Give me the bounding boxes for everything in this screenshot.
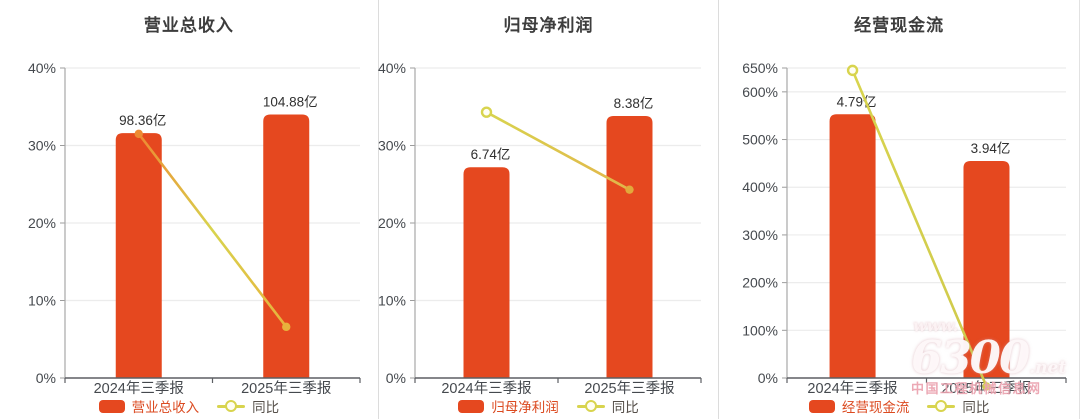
- bar-value-label: 8.38亿: [613, 96, 653, 111]
- x-axis-label: 2024年三季报: [441, 380, 531, 397]
- bar-2025年三季报[interactable]: [963, 161, 1010, 378]
- legend-net-profit: 归母净利润 同比: [379, 395, 719, 417]
- chart-title-revenue: 营业总收入: [143, 16, 234, 35]
- legend-item-line[interactable]: 同比: [576, 396, 639, 416]
- bar-2025年三季报[interactable]: [606, 116, 653, 379]
- yoy-point[interactable]: [480, 106, 492, 118]
- yoy-point[interactable]: [134, 129, 143, 139]
- yoy-point[interactable]: [624, 185, 634, 194]
- bar-2024年三季报[interactable]: [463, 167, 510, 378]
- y-tick-label: 20%: [378, 215, 406, 231]
- legend-item-bar[interactable]: 营业总收入: [98, 396, 200, 416]
- y-tick-label: 30%: [28, 138, 56, 154]
- y-tick-label: 0%: [36, 370, 56, 386]
- yoy-point[interactable]: [982, 382, 992, 391]
- y-tick-label: 10%: [378, 293, 406, 309]
- yoy-line-marker-icon: [217, 400, 246, 412]
- x-axis-label: 2024年三季报: [94, 380, 184, 397]
- y-tick-label: 10%: [28, 293, 56, 309]
- yoy-line-marker-icon: [576, 400, 605, 412]
- y-tick-label: 100%: [743, 322, 779, 338]
- cash-flow-plot[interactable]: 650% 600% 500% 400% 300% 200% 100% 0% 4.79亿 3.94亿…: [719, 44, 1079, 397]
- y-tick-label: 30%: [378, 138, 406, 154]
- y-tick-label: 650%: [743, 60, 779, 76]
- net-profit-plot[interactable]: 40% 30% 20% 10% 0% 6.74亿 8.38亿 2024年三季报 2025年三季报: [378, 44, 719, 397]
- legend-line-label: 同比: [611, 400, 639, 415]
- y-tick-label: 200%: [743, 275, 779, 291]
- bar-swatch-icon: [98, 399, 125, 413]
- y-tick-label: 0%: [758, 370, 778, 386]
- bar-swatch-icon: [808, 399, 835, 413]
- y-tick-label: 600%: [743, 84, 779, 100]
- y-tick-label: 0%: [385, 370, 405, 386]
- yoy-line[interactable]: [851, 69, 989, 387]
- legend-bar-label: 归母净利润: [491, 400, 559, 415]
- bar-value-label: 104.88亿: [263, 95, 318, 110]
- chart-panel-cash-flow: 经营现金流 650% 600% 500% 400% 300% 200% 100% 0% 4.79…: [718, 0, 1079, 419]
- y-tick-label: 20%: [28, 215, 56, 231]
- bar-2025年三季报[interactable]: [263, 114, 310, 379]
- legend-revenue: 营业总收入 同比: [0, 395, 378, 417]
- legend-bar-label: 经营现金流: [841, 400, 910, 415]
- bar-value-label: 6.74亿: [470, 147, 510, 162]
- bar-swatch-icon: [458, 399, 485, 413]
- x-axis-label: 2025年三季报: [584, 380, 674, 397]
- yoy-point[interactable]: [282, 322, 291, 332]
- chart-title-net-profit: 归母净利润: [503, 16, 594, 35]
- y-tick-label: 500%: [743, 132, 779, 148]
- bar-value-label: 4.79亿: [837, 94, 877, 109]
- x-axis-label: 2024年三季报: [808, 380, 898, 397]
- legend-bar-label: 营业总收入: [131, 400, 200, 415]
- chart-panel-net-profit: 归母净利润 40% 30% 20% 10% 0% 6.74亿 8.38亿 2024年三季报 20…: [378, 0, 719, 419]
- bar-value-label: 98.36亿: [119, 113, 166, 128]
- yoy-line-marker-icon: [927, 400, 956, 412]
- legend-item-bar[interactable]: 经营现金流: [808, 396, 910, 416]
- legend-line-label: 同比: [962, 400, 990, 415]
- yoy-point[interactable]: [847, 64, 859, 77]
- bar-2024年三季报[interactable]: [115, 133, 162, 378]
- chart-panel-revenue: 营业总收入 40% 30% 20% 10% 0% 98.36亿 104.88亿 2024年三季…: [0, 0, 378, 419]
- yoy-line[interactable]: [485, 111, 630, 191]
- chart-title-cash-flow: 经营现金流: [854, 16, 945, 35]
- yoy-line[interactable]: [137, 133, 288, 328]
- legend-cash-flow: 经营现金流 同比: [719, 395, 1079, 417]
- legend-line-label: 同比: [252, 400, 280, 415]
- y-tick-label: 40%: [378, 60, 406, 76]
- y-tick-label: 300%: [743, 227, 779, 243]
- revenue-plot[interactable]: 40% 30% 20% 10% 0% 98.36亿 104.88亿 2024年三季报 2025年…: [0, 44, 378, 397]
- legend-item-bar[interactable]: 归母净利润: [458, 396, 559, 416]
- bar-2024年三季报[interactable]: [829, 114, 876, 378]
- bar-value-label: 3.94亿: [971, 141, 1011, 156]
- legend-item-line[interactable]: 同比: [927, 396, 989, 416]
- y-tick-label: 40%: [28, 60, 56, 76]
- y-tick-label: 400%: [743, 179, 779, 195]
- legend-item-line[interactable]: 同比: [217, 396, 279, 416]
- x-axis-label: 2025年三季报: [241, 380, 331, 397]
